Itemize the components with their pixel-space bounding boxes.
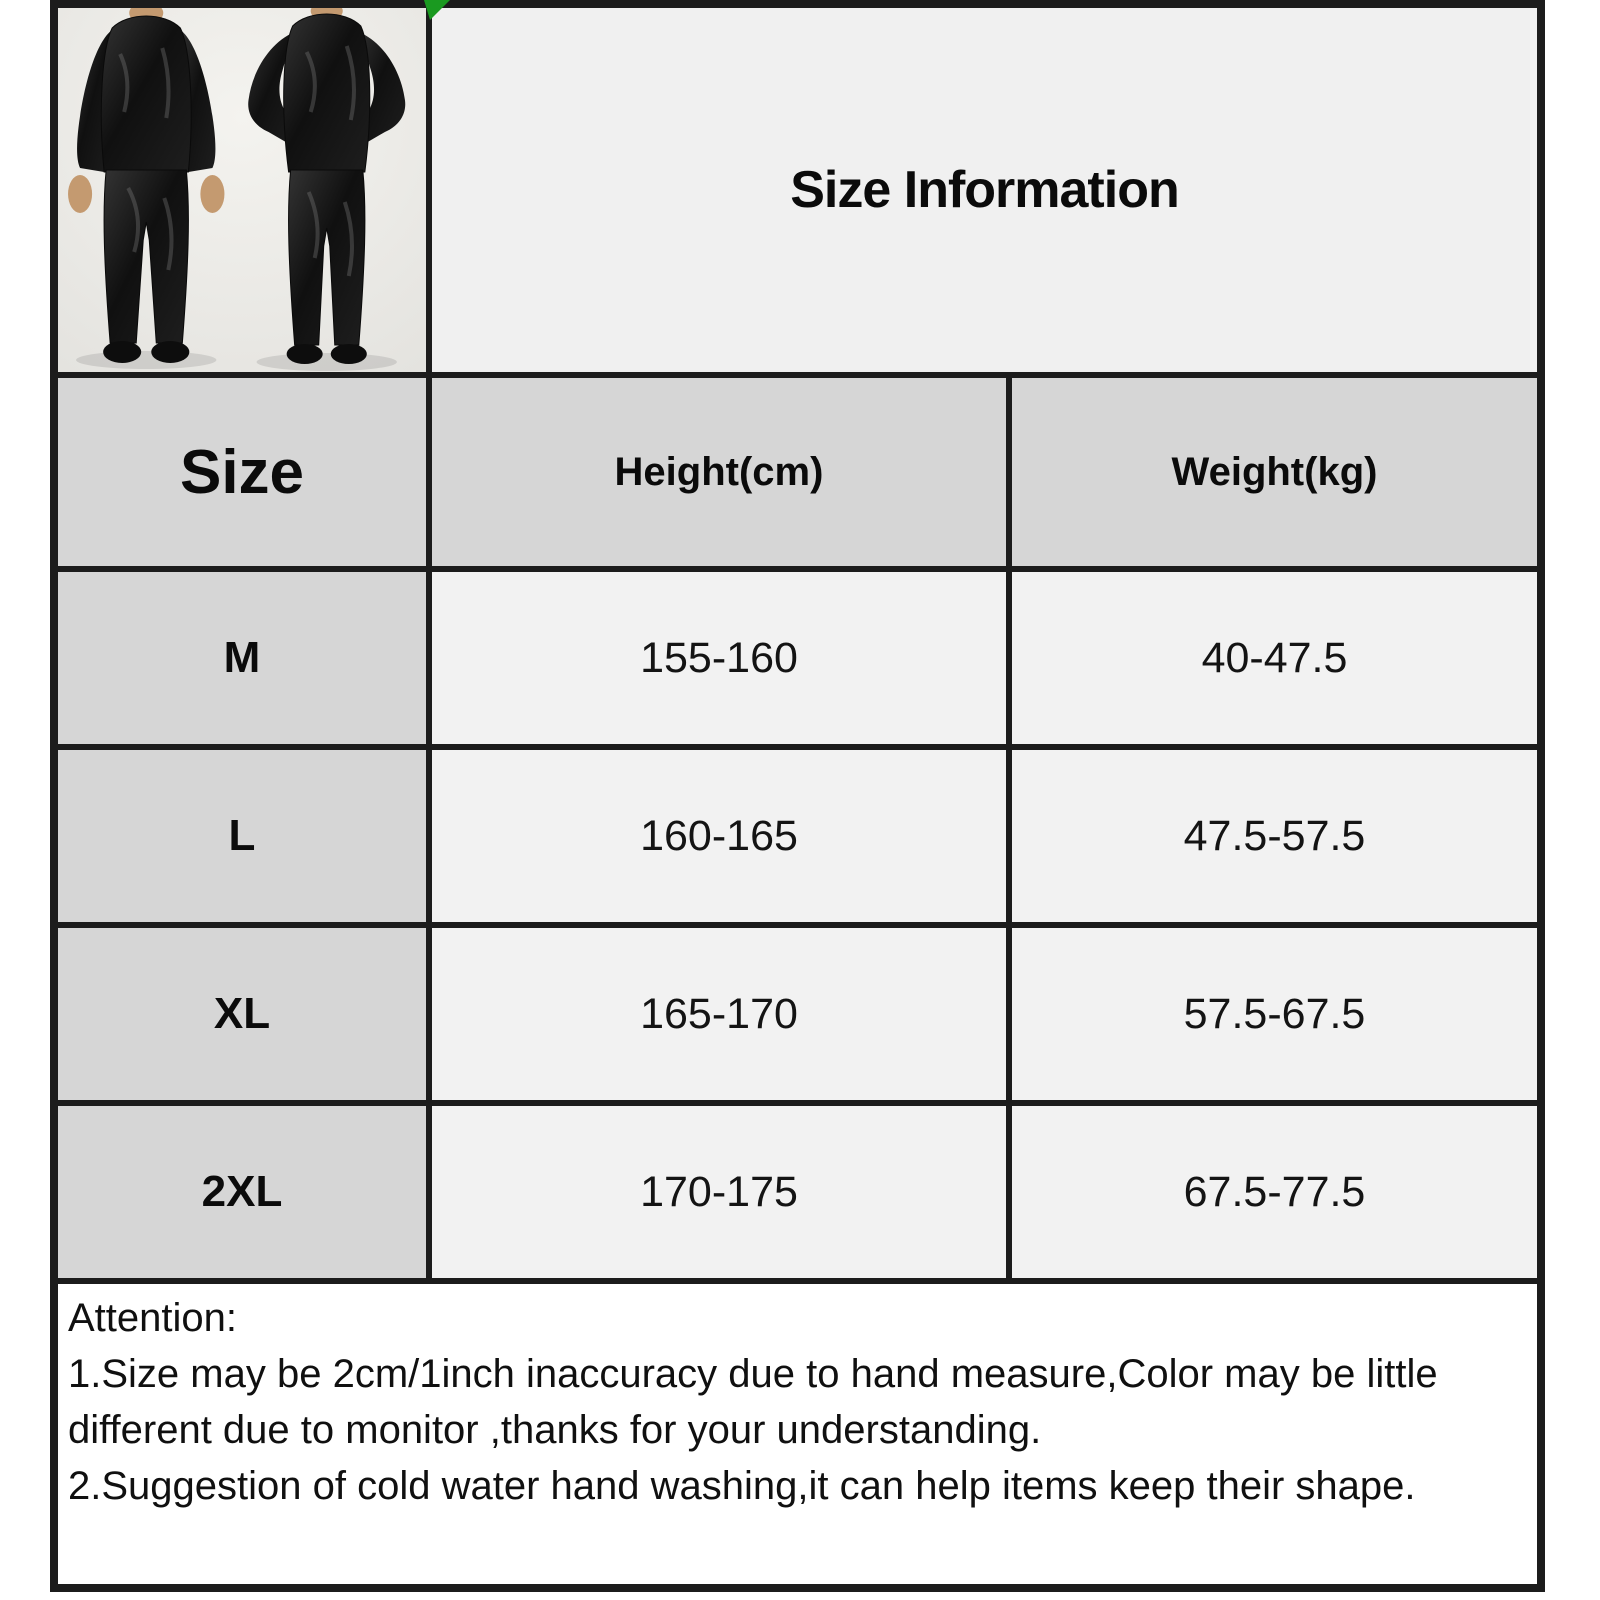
row-height-value: 165-170: [432, 928, 1006, 1100]
row-weight-value: 40-47.5: [1012, 572, 1537, 744]
suit-front-figure: [68, 8, 225, 363]
row-size-label: M: [58, 572, 426, 744]
attention-note-1a: 1.Size may be 2cm/1inch inaccuracy due t…: [68, 1352, 1438, 1396]
row-weight-value: 67.5-77.5: [1012, 1106, 1537, 1278]
attention-notes: Attention: 1.Size may be 2cm/1inch inacc…: [58, 1284, 1537, 1584]
row-size-label: XL: [58, 928, 426, 1100]
column-header-height: Height(cm): [432, 378, 1006, 566]
row-height-value: 155-160: [432, 572, 1006, 744]
row-size-label: L: [58, 750, 426, 922]
row-height-value: 160-165: [432, 750, 1006, 922]
row-size-label: 2XL: [58, 1106, 426, 1278]
column-header-weight: Weight(kg): [1012, 378, 1537, 566]
attention-note-2: 2.Suggestion of cold water hand washing,…: [68, 1464, 1416, 1508]
row-height-value: 170-175: [432, 1106, 1006, 1278]
green-corner-marker-icon: [424, 0, 450, 20]
product-photo: [58, 8, 426, 372]
page-title: Size Information: [790, 161, 1179, 219]
row-weight-value: 47.5-57.5: [1012, 750, 1537, 922]
title-cell: Size Information: [432, 8, 1537, 372]
attention-heading: Attention:: [68, 1296, 238, 1340]
size-table: Size Information Size Height(cm) Weight(…: [50, 0, 1545, 1592]
attention-note-1b: different due to monitor ,thanks for you…: [68, 1408, 1042, 1452]
row-weight-value: 57.5-67.5: [1012, 928, 1537, 1100]
suit-back-figure: [248, 8, 406, 364]
column-header-size: Size: [58, 378, 426, 566]
sauna-suit-illustration: [58, 8, 426, 372]
